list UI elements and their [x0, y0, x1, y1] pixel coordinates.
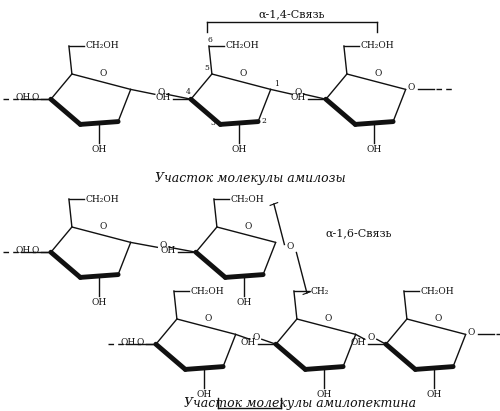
- Text: α-1,4-Связь: α-1,4-Связь: [258, 9, 325, 19]
- Text: O: O: [240, 69, 247, 78]
- Text: O: O: [32, 93, 39, 102]
- Text: O: O: [468, 328, 475, 337]
- Text: CH₂: CH₂: [311, 286, 330, 296]
- Text: OH: OH: [232, 145, 247, 154]
- Text: OH: OH: [196, 390, 212, 399]
- Text: 2: 2: [261, 117, 266, 125]
- Text: OH: OH: [316, 390, 332, 399]
- Text: O: O: [204, 314, 212, 323]
- Text: O: O: [434, 314, 442, 323]
- Text: OH: OH: [240, 338, 256, 347]
- Text: O: O: [160, 241, 167, 250]
- Text: OH: OH: [236, 298, 252, 307]
- Text: O: O: [408, 83, 415, 92]
- Text: OH: OH: [290, 93, 306, 102]
- Text: CH₂OH: CH₂OH: [361, 42, 394, 51]
- Text: CH₂OH: CH₂OH: [191, 286, 224, 296]
- Text: Участок молекулы амилозы: Участок молекулы амилозы: [154, 171, 346, 185]
- Text: OH: OH: [92, 298, 107, 307]
- Text: O: O: [252, 333, 260, 342]
- Text: 6: 6: [208, 36, 213, 44]
- Text: OH: OH: [366, 145, 382, 154]
- Text: O: O: [367, 333, 374, 342]
- Text: CH₂OH: CH₂OH: [86, 42, 120, 51]
- Text: CH₂OH: CH₂OH: [226, 42, 260, 51]
- Text: OH: OH: [92, 145, 107, 154]
- Text: CH₂OH: CH₂OH: [86, 194, 120, 203]
- Text: O: O: [136, 338, 144, 347]
- Text: O: O: [244, 222, 252, 231]
- Text: O: O: [32, 246, 39, 255]
- Text: CH₂OH: CH₂OH: [421, 286, 454, 296]
- Text: 4: 4: [186, 88, 191, 96]
- Text: O: O: [157, 88, 164, 97]
- Text: Участок молекулы амилопектина: Участок молекулы амилопектина: [184, 397, 416, 409]
- Text: O: O: [100, 222, 107, 231]
- Text: OH: OH: [426, 390, 442, 399]
- Text: 1: 1: [274, 81, 278, 88]
- Text: OH: OH: [16, 93, 31, 102]
- Text: O: O: [286, 242, 294, 251]
- Text: O: O: [374, 69, 382, 78]
- Text: OH: OH: [156, 93, 171, 102]
- Text: OH: OH: [120, 338, 136, 347]
- Text: CH₂OH: CH₂OH: [231, 194, 264, 203]
- Text: O: O: [324, 314, 332, 323]
- Text: O: O: [294, 88, 302, 97]
- Text: 5: 5: [204, 64, 209, 72]
- Text: O: O: [100, 69, 107, 78]
- Text: 3: 3: [210, 120, 216, 127]
- Text: OH: OH: [16, 246, 31, 255]
- Text: OH: OH: [160, 246, 176, 255]
- Text: α-1,6-Связь: α-1,6-Связь: [326, 229, 392, 238]
- Text: OH: OH: [350, 338, 366, 347]
